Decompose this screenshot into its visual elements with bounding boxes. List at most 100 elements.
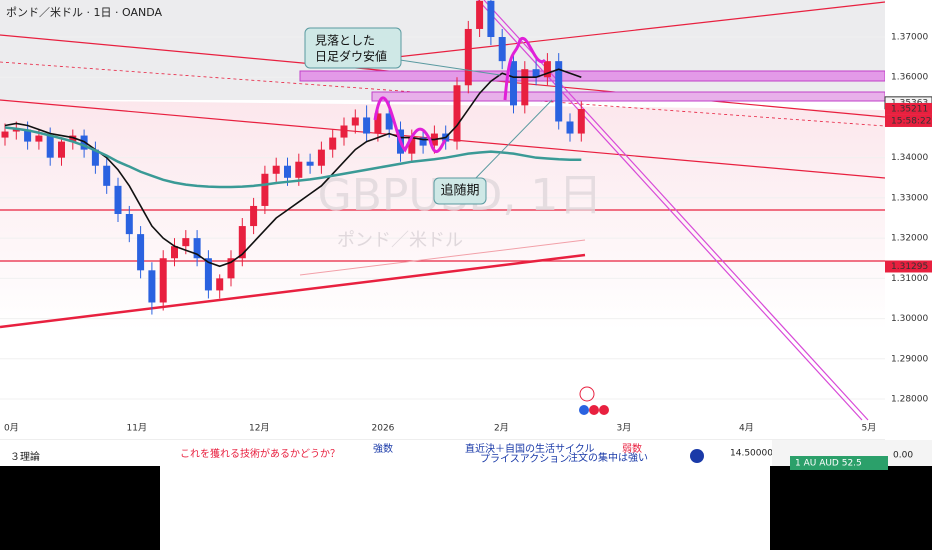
candle-body [182,238,190,247]
candle-body [148,270,156,303]
candle-body [408,137,416,154]
y-tick-label: 1.37000 [891,33,928,43]
candle-body [238,226,246,259]
candle-body [487,0,495,38]
callout-line [399,59,501,76]
y-tick-label: 1.33000 [891,193,928,203]
annotation: 追随期 [440,183,479,199]
plot-top-band [0,0,885,100]
candle-body [58,141,65,158]
event-icon[interactable] [579,405,589,415]
panel-text: プライスアクション [480,453,569,465]
candle-body [329,137,337,150]
candle-body [137,234,145,271]
axis: 1.37000 1.36000 1.34000 1.33000 1.32000 1.310… [4,33,932,434]
panel-text: これを獲れる技術があるかどうか？ [180,447,340,460]
candle-body [317,149,325,166]
candle-body [453,85,461,142]
panel-text: 強数 [373,442,393,455]
candle-body [510,61,517,106]
event-icon[interactable] [599,405,609,415]
candle-body [532,69,540,78]
candle-body [306,161,314,166]
moving-average [4,126,582,189]
annotation: 日足ダウ安値 [315,49,387,64]
highlight-stroke [373,96,447,153]
panel-text: 14.50000 [730,449,773,459]
candle-body [476,0,484,29]
annotation-box [304,27,402,69]
x-tick-label: 4月 [739,423,754,434]
candle-body [385,113,393,130]
candle-body [284,165,291,178]
chart-title: ポンド／米ドル · 1日 · OANDA [6,6,162,19]
price-badge-label: 1.35211 [891,104,928,114]
panel-text: 注文の集中は強い [568,451,648,464]
candle-body [103,165,111,186]
candle-body [227,258,235,279]
trend-line [0,253,586,329]
candle-body [69,135,77,142]
price-axis [885,0,932,440]
x-tick-label: 2026 [372,424,395,434]
candle-body [340,125,348,138]
watermark-sub: ポンド／米ドル [337,230,463,251]
candle-body [114,185,122,214]
candle-body [12,129,20,132]
y-tick-label: 1.28000 [891,395,928,405]
candle-body [555,61,563,122]
event-icon[interactable] [589,405,599,415]
trend-line [299,239,586,276]
event-icon[interactable] [579,386,595,402]
y-tick-label: 1.30000 [891,314,928,324]
callout-line [471,99,553,183]
candle-body [419,137,427,146]
candle-body [577,109,585,134]
trend-line [0,61,886,127]
candle-body [216,278,224,291]
candle-body [363,117,371,134]
annotation-box [433,177,487,205]
candle-body [159,258,167,303]
y-tick-label: 1.36000 [891,73,928,83]
x-tick-label: 2月 [494,423,509,434]
panel-text: 0.00 [893,451,913,461]
x-tick-label: 0月 [4,423,19,434]
candle-body [204,258,212,291]
panel-text: 直近決＋自国の生活サイクル [465,442,595,455]
zone [371,91,886,102]
candle-body [193,238,201,259]
y-tick-label: 1.34000 [891,153,928,163]
panel-text: ３理論 [10,450,40,463]
panel-icon[interactable] [690,449,704,463]
price-badge [885,102,932,115]
candle-body [46,135,54,158]
candle-body [498,37,506,62]
x-tick-label: 3月 [617,423,632,434]
candle-body [171,246,178,259]
black-overlay [770,466,932,550]
candle-body [543,61,551,78]
y-tick-label: 1.29000 [891,354,928,364]
panel-row [790,456,888,470]
candle-body [566,121,574,134]
zone [299,70,886,82]
annotation: 見落とした [315,34,375,48]
candle-body [91,149,99,166]
candle-body [521,69,529,106]
candle-body [374,113,382,134]
candle-body [125,213,133,235]
y-tick-label: 1.31000 [891,274,928,284]
candle-body [295,161,303,178]
y-tick-label: 1.32000 [891,234,928,244]
countdown-badge [885,114,932,127]
panel-text: 1 AU AUD 52.5 [795,459,862,469]
candle-body [272,165,280,174]
x-tick-label: 5月 [862,423,877,434]
candle-body [35,135,43,142]
candle-body [351,117,359,126]
price-badge [885,260,932,273]
candle-body [464,28,472,86]
x-tick-label: 11月 [127,423,147,434]
